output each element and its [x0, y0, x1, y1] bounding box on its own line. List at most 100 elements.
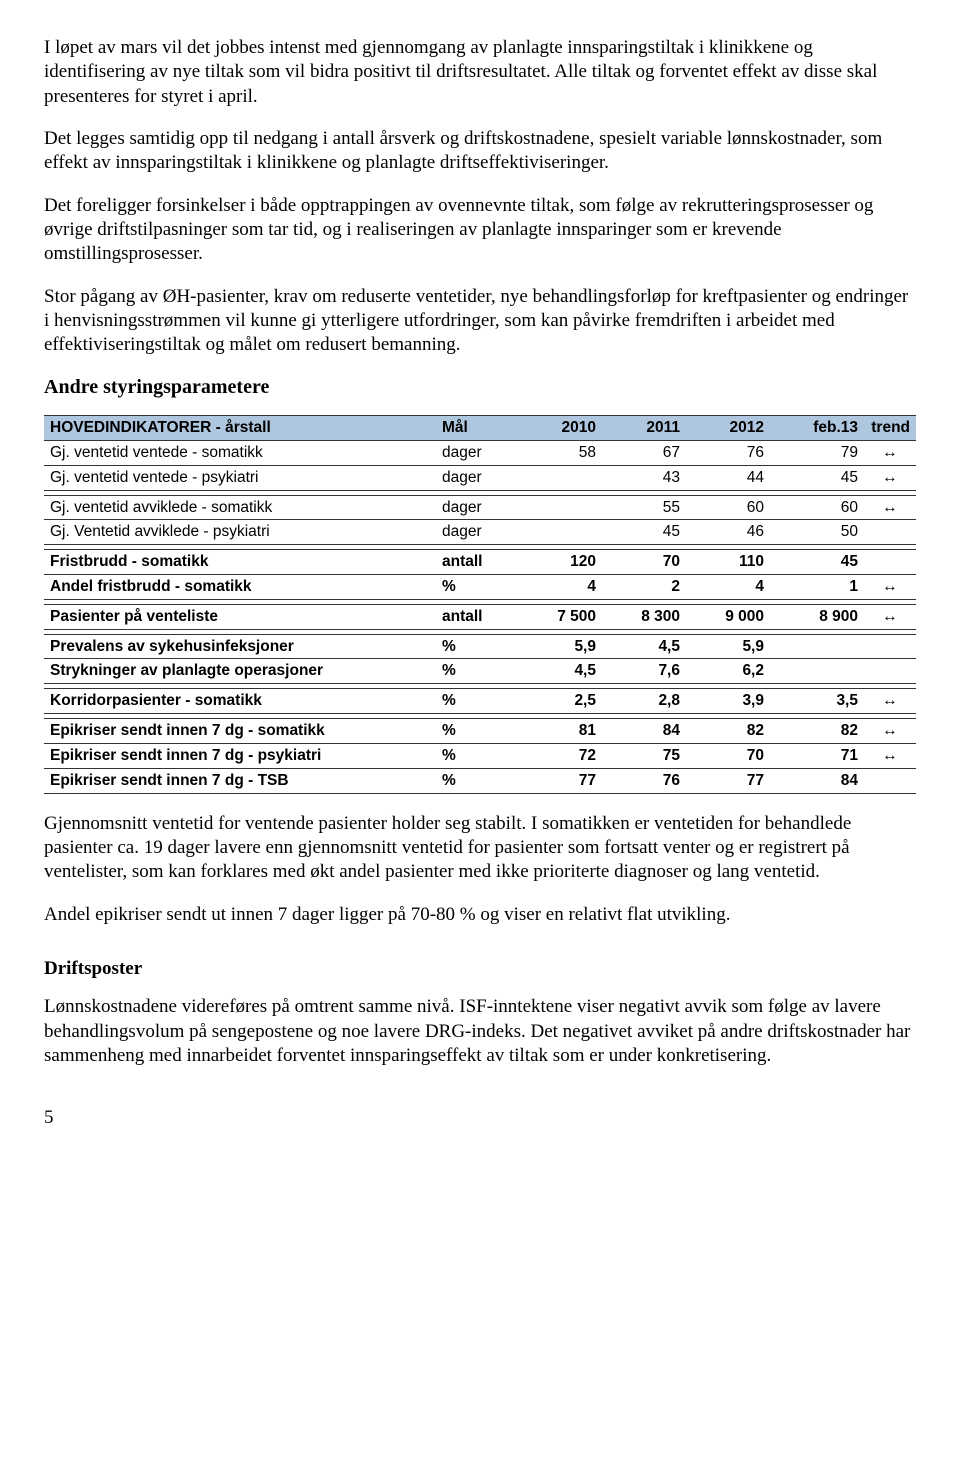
cell-trend — [864, 768, 916, 793]
cell-label: Epikriser sendt innen 7 dg - somatikk — [44, 719, 436, 744]
cell-label: Gj. ventetid avviklede - somatikk — [44, 495, 436, 520]
cell-trend — [864, 550, 916, 575]
cell-2012: 44 — [686, 465, 770, 490]
cell-2011: 7,6 — [602, 659, 686, 684]
cell-trend — [864, 520, 916, 545]
heading-driftsposter: Driftsposter — [44, 957, 916, 981]
page-number: 5 — [44, 1106, 916, 1130]
cell-2011: 2,8 — [602, 689, 686, 714]
paragraph-4: Stor pågang av ØH-pasienter, krav om red… — [44, 285, 916, 358]
table-header-row: HOVEDINDIKATORER - årstall Mål 2010 2011… — [44, 416, 916, 441]
cell-label: Epikriser sendt innen 7 dg - TSB — [44, 768, 436, 793]
cell-label: Pasienter på venteliste — [44, 604, 436, 629]
table-row: Epikriser sendt innen 7 dg - psykiatri%7… — [44, 743, 916, 768]
cell-2012: 110 — [686, 550, 770, 575]
cell-label: Gj. ventetid ventede - psykiatri — [44, 465, 436, 490]
cell-unit: % — [436, 719, 518, 744]
cell-2010: 120 — [518, 550, 602, 575]
cell-2012: 70 — [686, 743, 770, 768]
col-trend: trend — [864, 416, 916, 441]
paragraph-7: Lønnskostnadene videreføres på omtrent s… — [44, 995, 916, 1068]
cell-2010 — [518, 495, 602, 520]
col-2010: 2010 — [518, 416, 602, 441]
cell-unit: dager — [436, 465, 518, 490]
cell-2011: 76 — [602, 768, 686, 793]
cell-trend: ↔ — [864, 719, 916, 744]
cell-2012: 6,2 — [686, 659, 770, 684]
cell-feb13: 84 — [770, 768, 864, 793]
cell-2012: 9 000 — [686, 604, 770, 629]
cell-unit: % — [436, 743, 518, 768]
paragraph-5: Gjennomsnitt ventetid for ventende pasie… — [44, 812, 916, 885]
table-row: Epikriser sendt innen 7 dg - somatikk%81… — [44, 719, 916, 744]
cell-2012: 4 — [686, 575, 770, 600]
cell-label: Gj. ventetid ventede - somatikk — [44, 440, 436, 465]
table-row: Gj. ventetid ventede - psykiatridager434… — [44, 465, 916, 490]
paragraph-1: I løpet av mars vil det jobbes intenst m… — [44, 36, 916, 109]
cell-2010: 4,5 — [518, 659, 602, 684]
cell-2011: 2 — [602, 575, 686, 600]
cell-label: Prevalens av sykehusinfeksjoner — [44, 634, 436, 659]
cell-label: Korridorpasienter - somatikk — [44, 689, 436, 714]
cell-2012: 46 — [686, 520, 770, 545]
cell-2012: 60 — [686, 495, 770, 520]
cell-2012: 3,9 — [686, 689, 770, 714]
cell-feb13: 1 — [770, 575, 864, 600]
cell-unit: % — [436, 689, 518, 714]
cell-2010: 5,9 — [518, 634, 602, 659]
table-row: Gj. ventetid avviklede - somatikkdager 55… — [44, 495, 916, 520]
cell-2010: 77 — [518, 768, 602, 793]
cell-unit: antall — [436, 604, 518, 629]
paragraph-3: Det foreligger forsinkelser i både opptr… — [44, 194, 916, 267]
col-feb13: feb.13 — [770, 416, 864, 441]
col-maal: Mål — [436, 416, 518, 441]
cell-unit: % — [436, 634, 518, 659]
cell-2010 — [518, 465, 602, 490]
cell-2012: 82 — [686, 719, 770, 744]
cell-trend: ↔ — [864, 465, 916, 490]
cell-label: Fristbrudd - somatikk — [44, 550, 436, 575]
cell-2012: 77 — [686, 768, 770, 793]
cell-trend — [864, 659, 916, 684]
cell-unit: dager — [436, 520, 518, 545]
cell-feb13: 82 — [770, 719, 864, 744]
cell-trend: ↔ — [864, 440, 916, 465]
cell-2010 — [518, 520, 602, 545]
cell-label: Strykninger av planlagte operasjoner — [44, 659, 436, 684]
table-row: Epikriser sendt innen 7 dg - TSB%7776778… — [44, 768, 916, 793]
cell-2011: 4,5 — [602, 634, 686, 659]
cell-unit: % — [436, 659, 518, 684]
col-2011: 2011 — [602, 416, 686, 441]
cell-feb13: 79 — [770, 440, 864, 465]
cell-unit: antall — [436, 550, 518, 575]
cell-2011: 67 — [602, 440, 686, 465]
heading-parameters: Andre styringsparametere — [44, 375, 916, 401]
cell-unit: dager — [436, 440, 518, 465]
cell-2011: 43 — [602, 465, 686, 490]
cell-2011: 8 300 — [602, 604, 686, 629]
cell-2010: 81 — [518, 719, 602, 744]
cell-feb13 — [770, 659, 864, 684]
table-row: Andel fristbrudd - somatikk%4241↔ — [44, 575, 916, 600]
table-row: Korridorpasienter - somatikk%2,52,83,93,… — [44, 689, 916, 714]
cell-2011: 75 — [602, 743, 686, 768]
cell-2010: 58 — [518, 440, 602, 465]
cell-feb13: 45 — [770, 550, 864, 575]
cell-feb13: 45 — [770, 465, 864, 490]
cell-trend: ↔ — [864, 689, 916, 714]
cell-trend: ↔ — [864, 743, 916, 768]
cell-2012: 5,9 — [686, 634, 770, 659]
table-row: Gj. ventetid ventede - somatikkdager5867… — [44, 440, 916, 465]
table-row: Prevalens av sykehusinfeksjoner%5,94,55,… — [44, 634, 916, 659]
table-row: Gj. Ventetid avviklede - psykiatridager 4… — [44, 520, 916, 545]
cell-2010: 7 500 — [518, 604, 602, 629]
cell-trend: ↔ — [864, 604, 916, 629]
cell-feb13: 8 900 — [770, 604, 864, 629]
cell-feb13: 3,5 — [770, 689, 864, 714]
table-row: Pasienter på ventelisteantall7 5008 3009… — [44, 604, 916, 629]
cell-label: Gj. Ventetid avviklede - psykiatri — [44, 520, 436, 545]
cell-2011: 55 — [602, 495, 686, 520]
cell-2012: 76 — [686, 440, 770, 465]
cell-unit: dager — [436, 495, 518, 520]
cell-2011: 45 — [602, 520, 686, 545]
